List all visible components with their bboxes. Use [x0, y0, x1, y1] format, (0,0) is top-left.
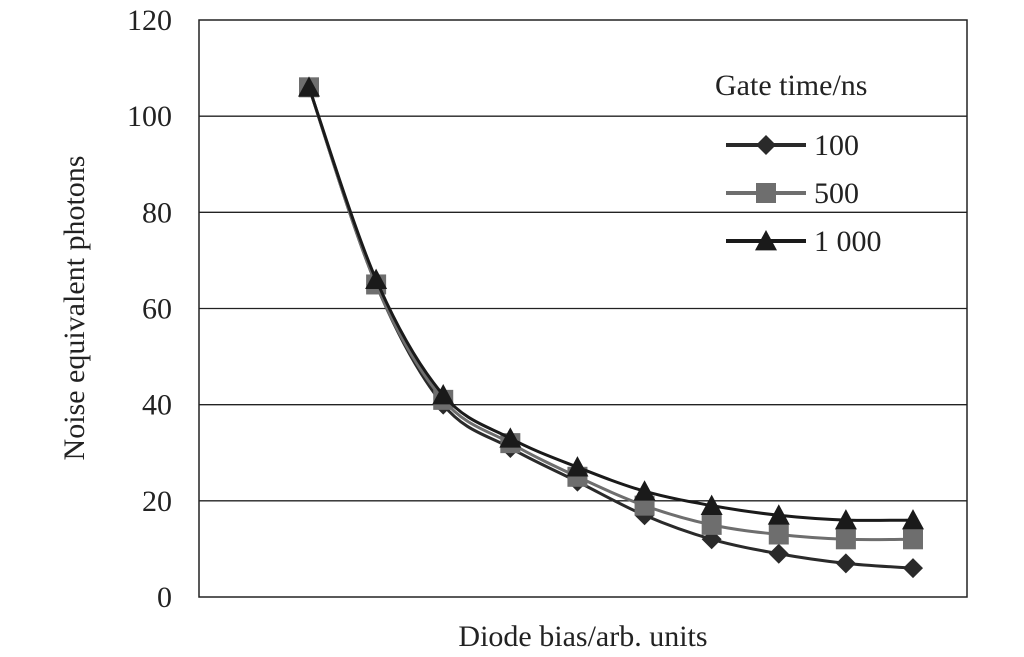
data-point: [768, 524, 789, 545]
legend-marker: [755, 230, 777, 251]
legend-marker: [756, 135, 776, 155]
data-point: [566, 456, 589, 477]
legend-label: 1 000: [814, 225, 882, 258]
y-tick-label: 100: [127, 100, 172, 133]
data-point: [499, 427, 522, 448]
data-point: [634, 495, 655, 516]
legend: Gate time/ns 100 500 1 000: [715, 69, 882, 258]
series-group: [298, 76, 924, 579]
data-point: [700, 494, 723, 515]
plot-frame: [198, 19, 968, 598]
data-point: [298, 76, 320, 97]
y-tick-label: 20: [142, 485, 172, 518]
y-tick-label: 120: [127, 4, 172, 37]
legend-label: 100: [814, 129, 859, 162]
y-axis-label: Noise equivalent photons: [58, 156, 91, 461]
y-tick-label: 80: [142, 196, 172, 229]
x-axis-label: Diode bias/arb. units: [458, 620, 707, 653]
legend-title: Gate time/ns: [715, 69, 867, 102]
legend-item: 1 000: [726, 225, 882, 258]
data-point: [903, 529, 923, 550]
data-point: [768, 543, 789, 564]
grid-lines: [199, 115, 967, 502]
data-point: [835, 529, 856, 550]
data-point: [432, 384, 455, 405]
legend-marker: [756, 183, 776, 203]
data-point: [633, 480, 656, 501]
y-tick-label: 0: [157, 581, 172, 614]
data-point: [767, 504, 790, 525]
data-point: [835, 553, 856, 574]
y-tick-label: 60: [142, 293, 172, 326]
data-point: [902, 509, 924, 530]
data-point: [365, 268, 388, 289]
data-point: [903, 558, 923, 579]
y-tick-labels: 0 20 40 60 80 100 120: [127, 4, 172, 614]
series-triangle: [298, 76, 924, 530]
legend-item: 100: [726, 129, 859, 162]
legend-item: 500: [726, 177, 859, 210]
data-point: [834, 509, 857, 530]
y-tick-label: 40: [142, 389, 172, 422]
legend-label: 500: [814, 177, 859, 210]
data-point: [701, 514, 722, 535]
